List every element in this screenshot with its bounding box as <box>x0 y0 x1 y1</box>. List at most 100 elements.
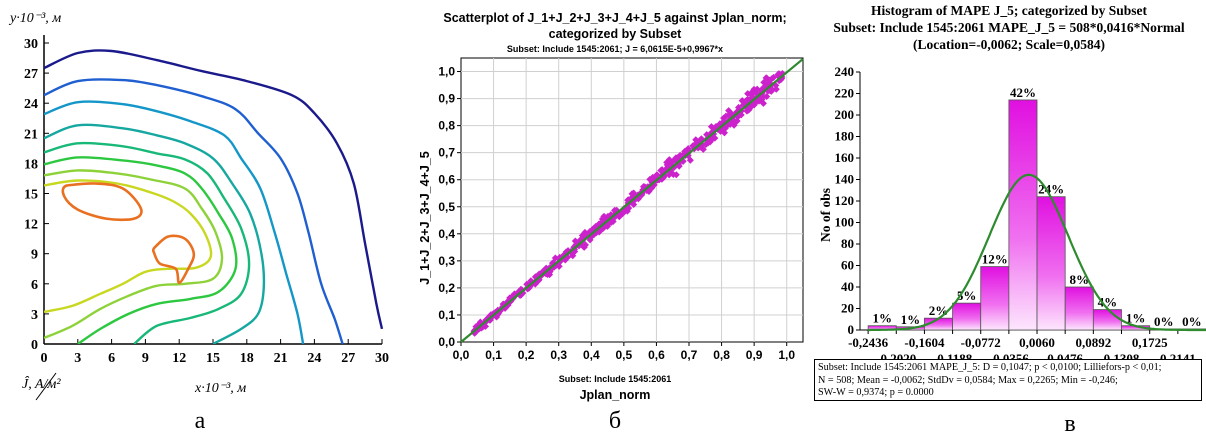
statistics-box: Subset: Include 1545:2061 MAPE_J_5: D = … <box>814 359 1202 401</box>
scatter-point <box>675 162 683 170</box>
stats-line-3: SW-W = 0,9374; p = 0.0000 <box>818 387 934 398</box>
scatter-point <box>676 151 684 159</box>
scatter-point <box>555 258 563 267</box>
x-tick-label: 30 <box>375 351 389 366</box>
chart-title-line3: (Location=-0,0062; Scale=0,0584) <box>913 37 1105 52</box>
y-tick-label: 0,5 <box>438 200 455 214</box>
x-tick-label: 18 <box>240 351 254 366</box>
y-tick-label: 80 <box>841 236 854 251</box>
scatter-point <box>665 171 673 179</box>
contour-line <box>44 78 344 344</box>
contour-peak <box>151 234 196 285</box>
contour-lines <box>44 49 384 344</box>
chart-subtitle: Subset: Include 1545:2061; J = 6,0615E-5… <box>507 44 723 54</box>
x-tick-label: 12 <box>172 351 186 366</box>
bar-percent-label: 1% <box>1126 311 1146 326</box>
x-tick-label: 0,8 <box>713 348 730 362</box>
y-tick-label: 24 <box>24 97 38 112</box>
x-tick-label: 0 <box>41 351 48 366</box>
y-tick-label: 0,9 <box>438 92 455 106</box>
y-tick-label: 0,4 <box>438 227 455 241</box>
bar-percent-label: 1% <box>901 312 921 327</box>
y-tick-label: 30 <box>24 37 38 52</box>
x-tick-label: 9 <box>142 351 149 366</box>
scatter-panel: Scatterplot of J_1+J_2+J_3+J_4+J_5 again… <box>405 0 810 434</box>
chart-title-line2: categorized by Subset <box>549 27 683 41</box>
panel-caption: в <box>1064 411 1075 434</box>
y-tick-label: 240 <box>835 64 855 79</box>
bar-percent-label: 4% <box>1098 295 1118 310</box>
panel-caption: б <box>609 408 621 434</box>
stats-line-1: Subset: Include 1545:2061 MAPE_J_5: D = … <box>818 362 1162 373</box>
unit-slash <box>35 372 57 401</box>
bar-percent-label: 8% <box>1070 272 1090 287</box>
chart-title: Scatterplot of J_1+J_2+J_3+J_4+J_5 again… <box>443 11 786 25</box>
scatter-point <box>581 241 589 249</box>
y-tick-label: 15 <box>24 188 38 203</box>
y-tick-label: 9 <box>31 248 38 263</box>
bar-percent-label: 12% <box>982 252 1008 267</box>
histogram-bar <box>952 302 982 331</box>
scatter-chart: Scatterplot of J_1+J_2+J_3+J_4+J_5 again… <box>418 11 804 434</box>
contour-panel: 0 3 6 9 12 15 18 21 24 27 30 0 3 6 9 12 15 18 21 24 27 30 y·1… <box>0 0 400 434</box>
x-tick-label: 24 <box>307 351 321 366</box>
x-tick-label: 0,3 <box>550 348 567 362</box>
chart-title-line2: Subset: Include 1545:2061 MAPE_J_5 = 508… <box>833 20 1184 35</box>
y-tick-label: 0,0 <box>438 335 455 349</box>
y-tick-label: 0,2 <box>438 281 455 295</box>
y-axis-label: No of obs <box>818 188 833 242</box>
chart-title: Histogram of MAPE J_5; categorized by Su… <box>871 3 1147 18</box>
y-tick-label: 18 <box>24 157 38 172</box>
contour-peak <box>61 182 143 222</box>
x-tick-label: 0,4 <box>583 348 600 362</box>
y-tick-label: 20 <box>841 301 854 316</box>
y-tick-label: 3 <box>31 308 38 323</box>
contour-line <box>44 179 213 314</box>
y-tick-label: 0,8 <box>438 119 455 133</box>
x-axis-label: x·10⁻³, м <box>194 381 246 396</box>
y-tick-label: 1,0 <box>438 65 455 79</box>
histogram-bar <box>1092 309 1122 331</box>
scatter-point <box>759 99 767 107</box>
histogram-bar <box>980 266 1010 331</box>
histogram-bar <box>1064 286 1094 331</box>
x-tick-label: -0,0772 <box>961 335 1001 350</box>
y-tick-label: 60 <box>841 258 854 273</box>
scatter-point <box>707 123 715 131</box>
y-tick-label: 0,1 <box>438 308 455 322</box>
scatter-point <box>653 171 661 179</box>
y-tick-label: 0 <box>31 338 38 353</box>
colorbar-label: Ĵ, A/м² <box>22 375 61 392</box>
contour-line <box>44 141 251 344</box>
y-tick-label: 21 <box>24 127 38 142</box>
x-tick-label: 0,9 <box>746 348 763 362</box>
y-tick-label: 100 <box>835 215 855 230</box>
y-tick-label: 180 <box>835 129 855 144</box>
bar-percent-label: 0% <box>1182 314 1202 329</box>
x-tick-label: 3 <box>74 351 81 366</box>
x-tick-label: 0,5 <box>616 348 633 362</box>
chart-footer: Subset: Include 1545:2061 <box>559 374 672 384</box>
x-tick-label: 6 <box>108 351 115 366</box>
bar-percent-label: 42% <box>1010 85 1036 100</box>
x-axis-label: Jplan_norm <box>580 388 651 402</box>
y-axis-label: y·10⁻³, м <box>8 11 61 26</box>
x-tick-label: 0,1725 <box>1132 335 1168 350</box>
y-tick-label: 200 <box>835 107 855 122</box>
stats-line-2: N = 508; Mean = -0,0062; StdDv = 0,0584;… <box>818 374 1118 386</box>
x-tick-label: 0,0 <box>453 348 470 362</box>
contour-line <box>44 169 224 340</box>
contour-line <box>44 156 238 344</box>
x-tick-label: 15 <box>206 351 220 366</box>
normal-fit-curve <box>868 173 1206 332</box>
x-tick-label: 0,1 <box>485 348 502 362</box>
y-tick-label: 220 <box>835 86 855 101</box>
y-tick-label: 0,7 <box>438 146 455 160</box>
x-tick-label: 27 <box>341 351 355 366</box>
bar-percent-label: 0% <box>1154 314 1174 329</box>
scatter-point <box>732 117 741 125</box>
histogram-panel: Histogram of MAPE J_5; categorized by Su… <box>812 0 1206 434</box>
y-tick-label: 0 <box>848 322 855 337</box>
fit-line <box>460 58 804 343</box>
x-tick-label: -0,1604 <box>904 335 945 350</box>
